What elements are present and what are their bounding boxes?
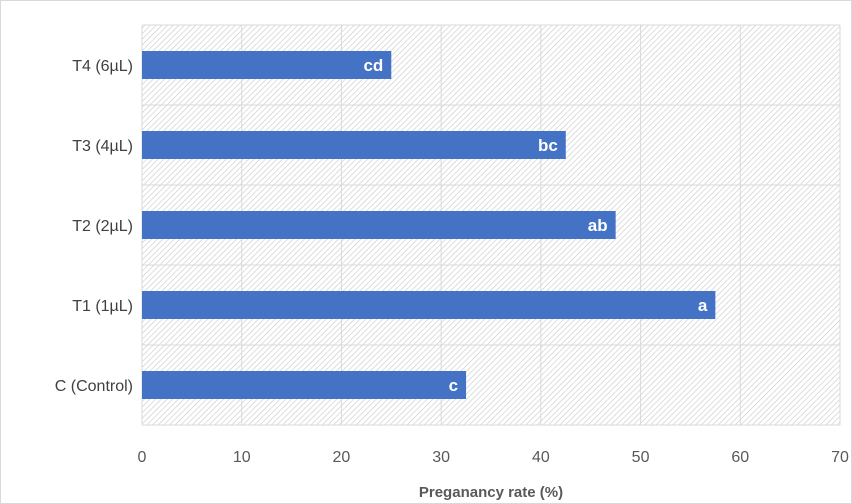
bar-labels: c a ab bc cd [363, 56, 707, 395]
bar [142, 211, 616, 239]
x-tick-label: 60 [731, 449, 749, 466]
x-tick-label: 10 [233, 449, 251, 466]
gridlines [141, 24, 841, 426]
x-tick-label: 70 [831, 449, 849, 466]
x-tick-labels: 0 10 20 30 40 50 60 70 [138, 449, 849, 466]
bars [142, 51, 716, 399]
bar [142, 291, 716, 319]
bar-data-label: c [449, 376, 458, 395]
category-label: T4 (6µL) [72, 58, 133, 75]
x-tick-label: 50 [632, 449, 650, 466]
category-label: T2 (2µL) [72, 218, 133, 235]
bar-data-label: bc [538, 136, 558, 155]
category-labels: C (Control) T1 (1µL) T2 (2µL) T3 (4µL) T4 (6… [55, 58, 133, 395]
category-label: C (Control) [55, 378, 133, 395]
bar-data-label: ab [588, 216, 608, 235]
x-tick-label: 40 [532, 449, 550, 466]
x-axis-title: Preganancy rate (%) [419, 484, 563, 501]
bar [142, 371, 467, 399]
bar [142, 131, 566, 159]
bar [142, 51, 392, 79]
x-tick-label: 0 [138, 449, 147, 466]
bar-data-label: cd [363, 56, 383, 75]
category-label: T3 (4µL) [72, 138, 133, 155]
x-tick-label: 20 [333, 449, 351, 466]
category-label: T1 (1µL) [72, 298, 133, 315]
x-tick-label: 30 [432, 449, 450, 466]
bar-data-label: a [698, 296, 708, 315]
